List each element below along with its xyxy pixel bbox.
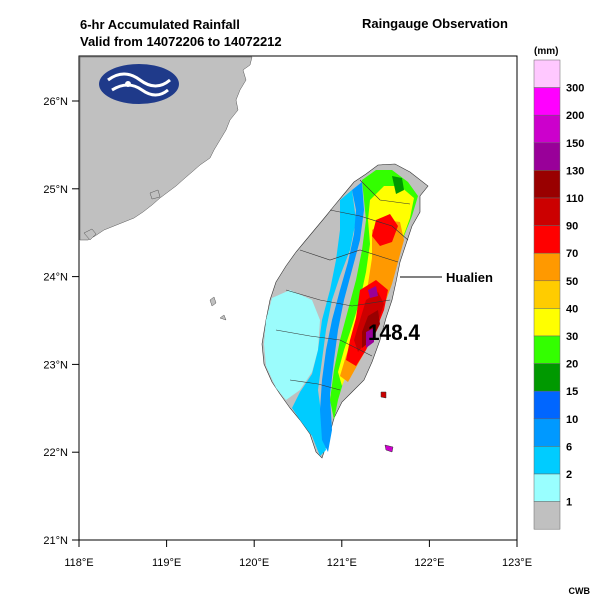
legend-label: 150 xyxy=(566,138,584,150)
credit-label: CWB xyxy=(568,586,591,596)
legend-label: 90 xyxy=(566,221,578,233)
coastal-island xyxy=(149,189,161,200)
legend-label: 40 xyxy=(566,303,578,315)
legend-label: 130 xyxy=(566,165,584,177)
lat-tick-label: 23°N xyxy=(43,359,68,371)
green-island xyxy=(380,391,387,399)
rain-zone-130mm xyxy=(366,328,374,348)
legend-swatch xyxy=(533,142,561,171)
observation-label: Raingauge Observation xyxy=(362,16,508,31)
legend-swatch xyxy=(533,87,561,116)
legend-swatch xyxy=(533,114,561,144)
lon-tick-label: 121°E xyxy=(327,557,357,569)
lat-tick-label: 24°N xyxy=(43,272,68,284)
rain-zone-1mm xyxy=(264,290,320,400)
china-landmass xyxy=(79,56,253,241)
lon-tick-label: 120°E xyxy=(239,557,269,569)
legend-label: 200 xyxy=(566,110,584,122)
legend-unit: (mm) xyxy=(534,46,558,57)
legend-swatch xyxy=(533,308,561,337)
legend-label: 2 xyxy=(566,469,572,481)
legend-swatch xyxy=(533,473,561,502)
lon-tick-label: 122°E xyxy=(414,557,444,569)
legend-label: 6 xyxy=(566,441,572,453)
title-line-2: Valid from 14072206 to 14072212 xyxy=(80,34,282,49)
rain-zone-15mm xyxy=(392,176,404,194)
latitude-axis: 26°N 25°N 24°N 23°N 22°N 21°N xyxy=(43,96,79,547)
map-title: 6-hr Accumulated Rainfall Valid from 140… xyxy=(80,16,282,50)
lat-tick-label: 21°N xyxy=(43,535,68,547)
rain-zone-130mm-north xyxy=(368,286,378,298)
legend-swatch xyxy=(533,280,561,309)
legend-swatch xyxy=(533,501,561,530)
legend-swatch xyxy=(533,390,561,420)
legend-swatch xyxy=(533,418,561,447)
legend-label: 1 xyxy=(566,497,572,509)
cwb-logo xyxy=(99,64,179,104)
penghu-island xyxy=(209,296,217,307)
legend-swatch xyxy=(533,335,561,364)
legend-swatch xyxy=(533,225,561,254)
legend-label: 30 xyxy=(566,331,578,343)
legend-label: 70 xyxy=(566,248,578,260)
max-rainfall-value: 148.4 xyxy=(368,320,421,345)
longitude-axis: 118°E 119°E 120°E 121°E 122°E 123°E xyxy=(64,540,532,569)
rain-zone-6mm xyxy=(320,182,364,452)
lon-tick-label: 123°E xyxy=(502,557,532,569)
lon-tick-label: 118°E xyxy=(64,557,93,569)
hualien-label: Hualien xyxy=(446,270,493,285)
color-legend: 300 200 150 130 110 90 70 50 40 30 20 15 10 6 2 1 xyxy=(533,59,584,530)
county-boundaries xyxy=(275,179,411,391)
legend-swatch xyxy=(533,363,561,392)
legend-label: 20 xyxy=(566,359,578,371)
legend-label: 15 xyxy=(566,386,578,398)
lon-tick-label: 119°E xyxy=(152,557,181,569)
legend-swatch xyxy=(533,252,561,282)
legend-swatch xyxy=(533,170,561,199)
penghu-island xyxy=(219,314,227,321)
orchid-island xyxy=(384,444,394,453)
legend-swatch xyxy=(533,59,561,88)
lat-tick-label: 22°N xyxy=(43,447,68,459)
legend-swatch xyxy=(533,197,561,226)
legend-label: 110 xyxy=(566,193,584,205)
coastal-island xyxy=(83,228,97,241)
lat-tick-label: 25°N xyxy=(43,184,68,196)
legend-label: 10 xyxy=(566,414,578,426)
title-line-1: 6-hr Accumulated Rainfall xyxy=(80,17,240,32)
legend-label: 50 xyxy=(566,276,578,288)
legend-label: 300 xyxy=(566,83,584,95)
lat-tick-label: 26°N xyxy=(43,96,68,108)
legend-swatch xyxy=(533,446,561,475)
